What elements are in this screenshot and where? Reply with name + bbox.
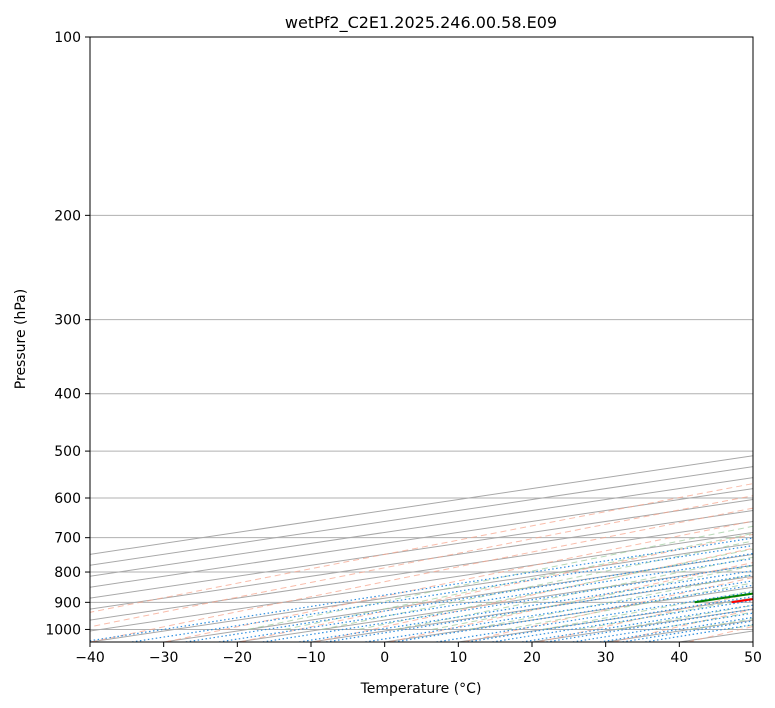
isotherm-line — [90, 499, 753, 599]
moist-adiabat-line — [505, 582, 753, 630]
moist-adiabat-line — [764, 37, 775, 629]
isotherm-line — [90, 509, 753, 610]
dry-adiabat-line — [239, 533, 753, 642]
isotherm-line — [90, 520, 753, 621]
x-tick-label: −20 — [223, 650, 253, 666]
y-tick-label: 400 — [54, 387, 81, 403]
dry-adiabat-line — [90, 507, 753, 642]
y-tick-label: 800 — [54, 565, 81, 581]
y-tick-label: 1000 — [45, 622, 81, 638]
chart-title: wetPf2_C2E1.2025.246.00.58.E09 — [285, 13, 557, 33]
grid-layer — [90, 37, 753, 642]
dry-adiabat-line — [763, 37, 775, 642]
moist-adiabat-line — [395, 556, 753, 630]
x-axis-label: Temperature (°C) — [360, 681, 482, 697]
dry-adiabat-line — [90, 495, 753, 628]
isotherm-line — [752, 641, 753, 642]
y-tick-label: 300 — [54, 313, 81, 329]
isotherm-line — [90, 531, 753, 632]
x-tick-label: 50 — [744, 650, 762, 666]
y-axis-label: Pressure (hPa) — [13, 289, 29, 389]
x-tick-label: −30 — [149, 650, 179, 666]
y-tick-label: 500 — [54, 444, 81, 460]
mixing-ratio-line — [299, 570, 753, 642]
moist-adiabat-line — [469, 573, 753, 630]
x-tick-label: 40 — [670, 650, 688, 666]
isotherm-line — [90, 455, 753, 555]
isotherm-line — [90, 488, 753, 588]
x-tick-label: −40 — [75, 650, 105, 666]
x-tick-label: −10 — [296, 650, 326, 666]
y-tick-label: 900 — [54, 595, 81, 611]
mixing-ratio-line — [365, 580, 753, 642]
x-tick-label: 20 — [523, 650, 541, 666]
x-tick-label: 10 — [449, 650, 467, 666]
dry-adiabat-line — [90, 483, 753, 613]
axis-layer: −40 −30 −20 −10 0 10 20 30 40 50 100 200 300 400 500 60… — [45, 30, 762, 666]
y-tick-label: 600 — [54, 491, 81, 507]
plot-background — [90, 37, 753, 642]
x-tick-label: 30 — [597, 650, 615, 666]
y-tick-label: 700 — [54, 531, 81, 547]
y-tick-label: 100 — [54, 30, 81, 46]
plot-frame — [89, 36, 754, 643]
isotherm-line — [90, 477, 753, 577]
adiabat-layer — [90, 37, 775, 642]
mixing-ratio-line — [326, 574, 753, 642]
plot-area — [90, 37, 753, 642]
isotherm-line — [90, 466, 753, 566]
y-tick-label: 200 — [54, 208, 81, 224]
x-tick-label: 0 — [380, 650, 389, 666]
